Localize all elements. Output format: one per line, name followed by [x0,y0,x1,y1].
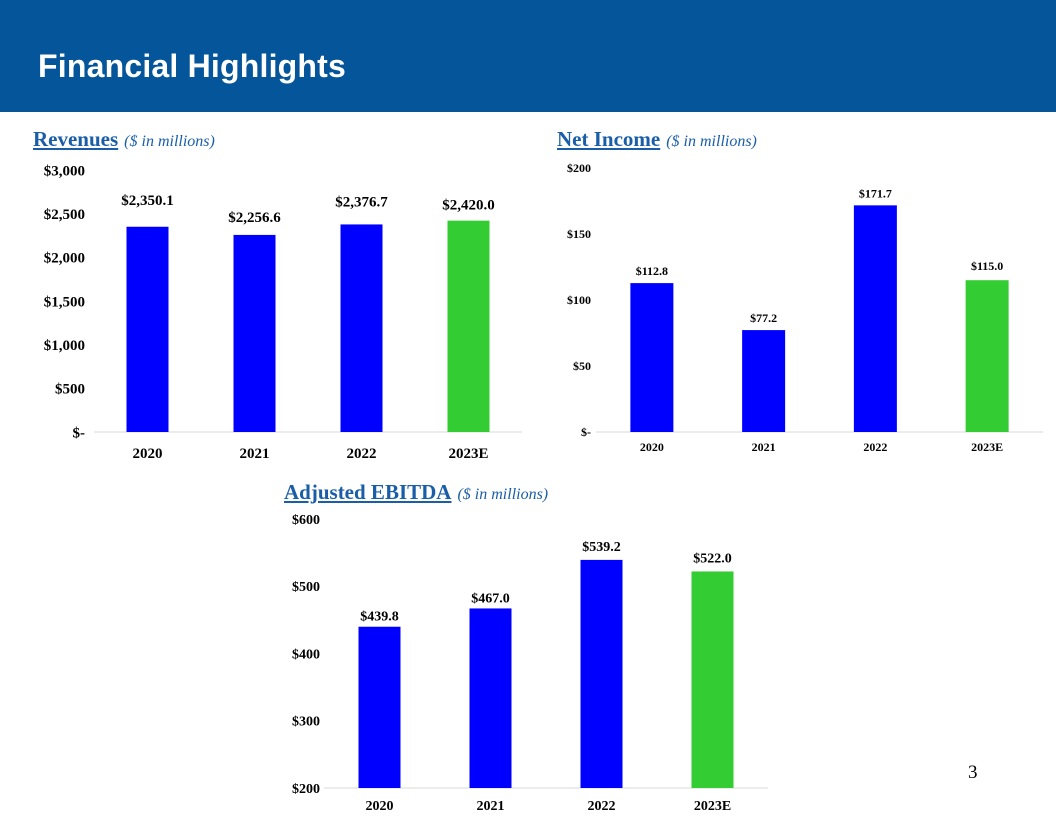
ebitda-subtitle: ($ in millions) [457,486,549,503]
net-income-chart-title: Net Income ($ in millions) [557,127,757,152]
revenues-y-tick-label: $- [73,425,86,441]
adjusted-ebitda-data-label-2023E: $522.0 [693,551,732,566]
net-income-data-label-2021: $77.2 [750,311,777,325]
revenues-y-tick-label: $2,500 [44,207,85,223]
adjusted-ebitda-bar-2022 [580,559,623,788]
revenues-data-label-2022: $2,376.7 [335,194,388,210]
revenues-bar-2021 [233,234,276,432]
net-income-y-tick-label: $50 [573,359,591,373]
page-title: Financial Highlights [38,48,347,84]
adjusted-ebitda-y-tick-label: $600 [292,513,320,528]
revenues-y-tick-label: $3,000 [44,163,85,179]
net-income-x-tick-label-2021: 2021 [752,440,776,454]
revenues-chart-title: Revenues ($ in millions) [33,127,215,152]
adjusted-ebitda-bar-2023E [691,571,734,788]
adjusted-ebitda-data-label-2020: $439.8 [360,610,399,625]
net-income-bar-2021 [742,330,786,432]
revenues-y-tick-label: $2,000 [44,251,85,267]
net-income-x-tick-label-2020: 2020 [640,440,664,454]
net-income-y-tick-label: $150 [567,227,591,241]
revenues-y-tick-label: $1,500 [44,294,85,310]
adjusted-ebitda-y-tick-label: $400 [292,647,320,662]
header-bar: Financial Highlights [0,0,1056,112]
revenues-data-label-2023E: $2,420.0 [442,198,495,214]
adjusted-ebitda-x-tick-label-2022: 2022 [588,799,616,814]
revenues-y-tick-label: $500 [55,382,85,398]
revenues-bar-2020 [126,226,169,432]
adjusted-ebitda-x-tick-label-2023E: 2023E [694,799,731,814]
adjusted-ebitda-data-label-2021: $467.0 [471,591,510,606]
adjusted-ebitda-bar-2020 [358,626,401,788]
revenues-x-tick-label-2023E: 2023E [448,446,488,462]
revenues-x-tick-label-2020: 2020 [133,446,163,462]
revenues-title: Revenues [33,127,119,151]
revenues-data-label-2020: $2,350.1 [121,193,174,209]
revenues-bar-2023E [447,220,490,432]
net-income-y-tick-label: $- [581,425,591,439]
net-income-y-tick-label: $200 [567,161,591,175]
page-number: 3 [968,762,978,783]
revenues-bar-2022 [340,224,383,432]
net-income-x-tick-label-2022: 2022 [863,440,887,454]
net-income-data-label-2023E: $115.0 [971,259,1003,273]
net-income-bar-2022 [853,205,897,432]
adjusted-ebitda-y-tick-label: $300 [292,715,320,730]
net-income-title: Net Income [557,127,661,151]
revenues-subtitle: ($ in millions) [124,133,215,150]
revenues-x-tick-label-2021: 2021 [240,446,270,462]
ebitda-title: Adjusted EBITDA [284,480,452,504]
revenues-y-tick-label: $1,000 [44,338,85,354]
adjusted-ebitda-x-tick-label-2020: 2020 [366,799,394,814]
revenues-x-tick-label-2022: 2022 [347,446,377,462]
adjusted-ebitda-data-label-2022: $539.2 [582,540,621,555]
adjusted-ebitda-y-tick-label: $200 [292,782,320,797]
adjusted-ebitda-bar-2021 [469,608,512,788]
net-income-data-label-2020: $112.8 [636,264,668,278]
net-income-x-tick-label-2023E: 2023E [971,440,1003,454]
net-income-bar-2023E [965,280,1009,432]
adjusted-ebitda-y-tick-label: $500 [292,580,320,595]
net-income-y-tick-label: $100 [567,293,591,307]
adjusted-ebitda-x-tick-label-2021: 2021 [477,799,505,814]
ebitda-chart-title: Adjusted EBITDA ($ in millions) [284,480,548,505]
revenues-data-label-2021: $2,256.6 [228,210,281,226]
net-income-data-label-2022: $171.7 [859,186,892,200]
net-income-subtitle: ($ in millions) [666,133,757,150]
net-income-bar-2020 [630,283,674,432]
